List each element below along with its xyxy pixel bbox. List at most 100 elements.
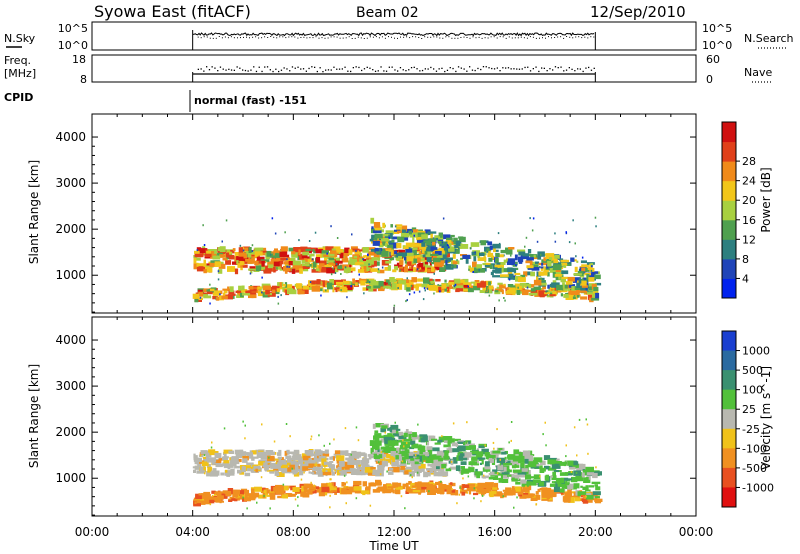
echo-cell xyxy=(249,288,257,292)
echo-cell xyxy=(353,486,362,491)
echo-cell xyxy=(427,269,431,273)
echo-cell xyxy=(239,289,248,293)
echo-cell xyxy=(326,260,335,263)
echo-cell xyxy=(439,257,445,263)
echo-cell xyxy=(500,249,506,254)
echo-dot xyxy=(498,299,500,302)
noise-left-tick-top: 10^5 xyxy=(58,22,88,35)
echo-cell xyxy=(469,445,476,450)
echo-cell xyxy=(445,249,448,256)
echo-dot xyxy=(310,438,312,441)
echo-dot xyxy=(581,256,584,259)
echo-cell xyxy=(504,493,513,496)
echo-cell xyxy=(308,489,315,492)
echo-cell xyxy=(238,247,243,253)
echo-dot xyxy=(568,241,571,244)
echo-cell xyxy=(405,264,409,268)
echo-cell xyxy=(359,258,364,263)
echo-dot xyxy=(309,281,312,284)
echo-cell xyxy=(394,281,398,285)
echo-cell xyxy=(399,260,404,266)
echo-cell xyxy=(526,257,534,261)
echo-cell xyxy=(192,293,200,299)
echo-cell xyxy=(273,487,277,493)
echo-cell xyxy=(377,269,385,274)
echo-cell xyxy=(542,284,546,290)
colorbar-tick-label: 1000 xyxy=(742,345,770,358)
echo-cell xyxy=(375,251,380,254)
echo-dot xyxy=(460,488,462,491)
time-tick-label: 16:00 xyxy=(477,525,512,539)
echo-cell xyxy=(495,472,504,476)
noise-left-tick-bottom: 10^0 xyxy=(58,39,88,52)
echo-cell xyxy=(427,278,433,282)
echo-cell xyxy=(479,252,485,256)
echo-cell xyxy=(393,243,398,249)
echo-cell xyxy=(222,258,228,261)
echo-cell xyxy=(483,255,486,259)
echo-cell xyxy=(434,442,441,445)
echo-dot xyxy=(369,504,372,507)
echo-cell xyxy=(218,263,226,269)
echo-cell xyxy=(372,240,380,246)
echo-cell xyxy=(552,280,557,283)
echo-cell xyxy=(325,246,334,251)
echo-cell xyxy=(438,238,444,241)
echo-cell xyxy=(220,472,225,476)
noise-search-dot xyxy=(436,36,438,38)
freq-left-tick-top: 18 xyxy=(72,53,86,66)
echo-cell xyxy=(540,266,545,269)
nave-dot xyxy=(532,68,534,70)
echo-cell xyxy=(541,493,544,498)
echo-dot xyxy=(416,471,419,474)
echo-cell xyxy=(517,249,526,253)
echo-dot xyxy=(515,264,517,267)
echo-cell xyxy=(476,264,482,269)
nave-dot xyxy=(505,67,507,69)
echo-cell xyxy=(595,486,601,491)
echo-cell xyxy=(289,468,298,474)
echo-cell xyxy=(522,253,530,257)
echo-cell xyxy=(511,486,515,489)
echo-dot xyxy=(473,487,476,490)
y-tick-label: 3000 xyxy=(55,379,86,393)
echo-cell xyxy=(312,261,317,268)
echo-cell xyxy=(463,442,468,445)
echo-dot xyxy=(285,423,288,425)
noise-search-dot xyxy=(276,37,278,39)
echo-cell xyxy=(504,459,508,462)
echo-cell xyxy=(311,253,315,257)
echo-cell xyxy=(310,471,315,475)
echo-cell xyxy=(547,260,552,267)
nave-dot xyxy=(261,70,263,73)
echo-cell xyxy=(396,242,402,249)
noise-search-dot xyxy=(560,36,562,38)
echo-cell xyxy=(362,247,369,253)
echo-cell xyxy=(539,460,546,466)
echo-cell xyxy=(488,458,494,463)
echo-cell xyxy=(567,482,570,487)
nave-dot xyxy=(513,68,515,70)
echo-cell xyxy=(392,457,395,463)
echo-cell xyxy=(263,267,272,274)
echo-cell xyxy=(251,488,255,492)
echo-cell xyxy=(548,497,553,501)
nave-dot xyxy=(474,69,476,72)
echo-cell xyxy=(323,461,332,465)
echo-cell xyxy=(273,250,280,256)
echo-dot xyxy=(472,270,474,273)
echo-cell xyxy=(580,296,588,300)
echo-cell xyxy=(567,460,574,466)
echo-cell xyxy=(567,488,572,494)
echo-cell xyxy=(328,262,336,266)
echo-dot xyxy=(388,234,390,237)
echo-dot xyxy=(294,498,297,501)
echo-cell xyxy=(280,246,288,252)
echo-cell xyxy=(403,267,408,273)
freq-right-tick-bottom: 0 xyxy=(706,73,713,86)
echo-cell xyxy=(203,259,206,264)
echo-cell xyxy=(411,277,417,283)
echo-cell xyxy=(292,268,301,273)
noise-search-dot xyxy=(330,36,332,38)
echo-cell xyxy=(337,265,343,270)
